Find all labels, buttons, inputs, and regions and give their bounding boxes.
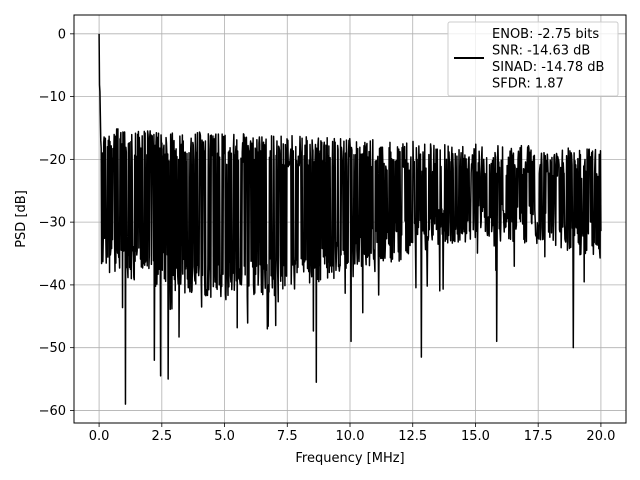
y-tick-label: 0 xyxy=(58,27,66,42)
y-tick-label: −30 xyxy=(39,216,66,231)
x-tick-label: 15.0 xyxy=(461,429,490,444)
legend-line-1: ENOB: -2.75 bits xyxy=(492,27,599,42)
y-tick-label: −50 xyxy=(39,341,66,356)
x-axis-label: Frequency [MHz] xyxy=(295,451,404,466)
x-tick-label: 10.0 xyxy=(336,429,365,444)
legend: ENOB: -2.75 bits SNR: -14.63 dB SINAD: -… xyxy=(447,21,619,97)
y-tick-label: −20 xyxy=(39,153,66,168)
legend-line-4: SFDR: 1.87 xyxy=(492,77,564,92)
x-tick-label: 2.5 xyxy=(151,429,172,444)
x-tick-label: 12.5 xyxy=(398,429,427,444)
x-tick-label: 17.5 xyxy=(524,429,553,444)
legend-box xyxy=(447,21,619,97)
y-tick-label: −40 xyxy=(39,278,66,293)
legend-line-2: SNR: -14.63 dB xyxy=(492,44,590,59)
x-tick-label: 20.0 xyxy=(586,429,615,444)
psd-series-line xyxy=(98,33,602,405)
y-tick-label: −10 xyxy=(39,90,66,105)
x-tick-label: 7.5 xyxy=(277,429,298,444)
x-axis-ticks: 0.0 2.5 5.0 7.5 10.0 12.5 15.0 17.5 20.0 xyxy=(89,423,615,444)
x-tick-label: 5.0 xyxy=(214,429,235,444)
y-axis-ticks: 0 −10 −20 −30 −40 −50 −60 xyxy=(39,27,74,419)
legend-line-3: SINAD: -14.78 dB xyxy=(492,60,604,75)
y-axis-label: PSD [dB] xyxy=(14,190,29,248)
x-tick-label: 0.0 xyxy=(89,429,110,444)
y-tick-label: −60 xyxy=(39,404,66,419)
